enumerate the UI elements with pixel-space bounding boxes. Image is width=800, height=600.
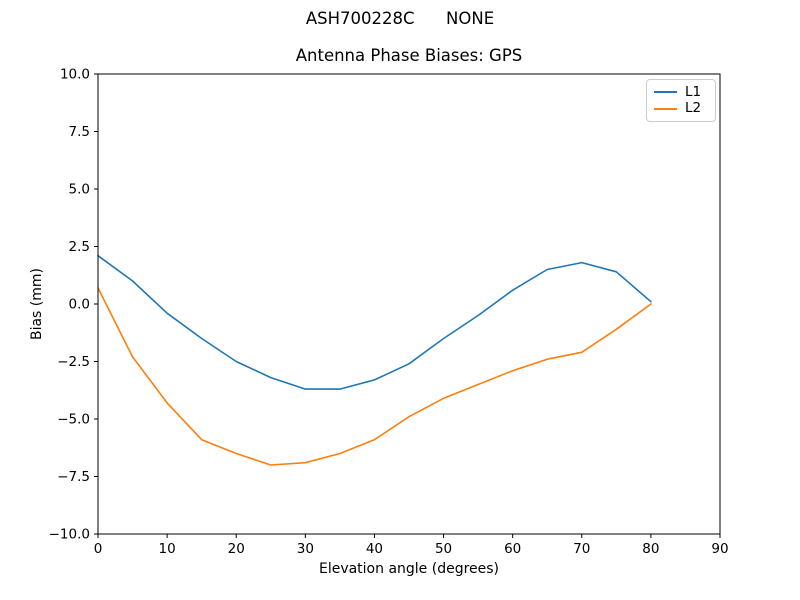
y-axis-label: Bias (mm)	[29, 267, 45, 341]
plot-border	[97, 73, 721, 535]
y-tick-label: −5.0	[57, 412, 90, 428]
y-tick-label: 5.0	[69, 182, 90, 198]
figure-title: ASH700228C NONE	[305, 9, 495, 28]
chart-title: Antenna Phase Biases: GPS	[295, 46, 523, 65]
y-tick-label: 10.0	[60, 67, 90, 83]
x-tick-label: 60	[504, 541, 521, 557]
legend-label: L2	[685, 99, 702, 116]
x-axis-label: Elevation angle (degrees)	[318, 561, 500, 577]
x-tick-label: 10	[159, 541, 176, 557]
legend-item-l1: L1	[654, 83, 708, 100]
legend-line-sample-l1	[654, 91, 677, 94]
y-tick-label: 7.5	[69, 124, 90, 140]
x-tick-label: 40	[366, 541, 383, 557]
y-tick-label: 2.5	[69, 239, 90, 255]
line-L1	[97, 254, 652, 390]
x-tick-label: 90	[711, 541, 728, 557]
y-tick-label: −7.5	[57, 469, 90, 485]
legend-label: L1	[685, 83, 702, 100]
x-tick-label: 70	[573, 541, 590, 557]
y-tick-label: 0.0	[69, 297, 90, 313]
y-tick-label: −2.5	[57, 354, 90, 370]
x-tick-label: 0	[94, 541, 103, 557]
x-tick-label: 50	[435, 541, 452, 557]
y-tick-label: −10.0	[49, 527, 90, 543]
legend: L1 L2	[646, 79, 716, 122]
x-tick-label: 80	[642, 541, 659, 557]
legend-item-l2: L2	[654, 99, 708, 116]
line-L2	[97, 287, 652, 466]
x-tick-label: 30	[297, 541, 314, 557]
x-tick-label: 20	[228, 541, 245, 557]
legend-line-sample-l2	[654, 107, 677, 110]
